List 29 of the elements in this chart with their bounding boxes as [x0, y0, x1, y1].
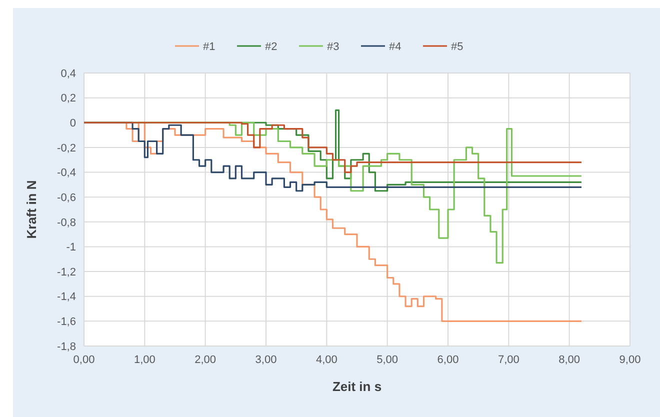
x-tick-label: 7,00 — [498, 354, 520, 366]
y-tick-label: -0,2 — [57, 142, 76, 154]
x-axis-title: Zeit in s — [332, 379, 382, 394]
y-tick-label: -1 — [66, 242, 76, 254]
x-tick-label: 6,00 — [437, 354, 459, 366]
x-tick-label: 1,00 — [134, 354, 156, 366]
x-tick-label: 9,00 — [619, 354, 641, 366]
y-tick-label: -1,6 — [57, 316, 76, 328]
x-tick-label: 4,00 — [316, 354, 338, 366]
y-tick-label: -1,8 — [57, 340, 76, 353]
y-tick-label: -1,4 — [57, 291, 76, 304]
y-tick-label: 0,2 — [60, 92, 76, 105]
x-tick-label: 5,00 — [376, 354, 398, 366]
y-tick-label: 0 — [70, 117, 76, 130]
x-tick-label: 2,00 — [194, 354, 216, 366]
y-tick-label: -0,8 — [57, 216, 76, 229]
x-tick-label: 8,00 — [558, 354, 580, 366]
legend-label: #5 — [451, 40, 464, 53]
legend-label: #3 — [327, 40, 340, 53]
legend-label: #4 — [389, 40, 402, 53]
x-tick-label: 0,00 — [73, 354, 95, 366]
y-tick-label: -1,2 — [57, 266, 76, 278]
legend-label: #1 — [203, 40, 216, 53]
y-axis-title: Kraft in N — [24, 180, 39, 239]
legend-label: #2 — [265, 40, 278, 53]
x-tick-label: 3,00 — [255, 354, 277, 366]
y-tick-label: -0,6 — [57, 192, 76, 204]
y-tick-label: -0,4 — [57, 167, 76, 180]
y-tick-label: 0,4 — [60, 68, 76, 80]
